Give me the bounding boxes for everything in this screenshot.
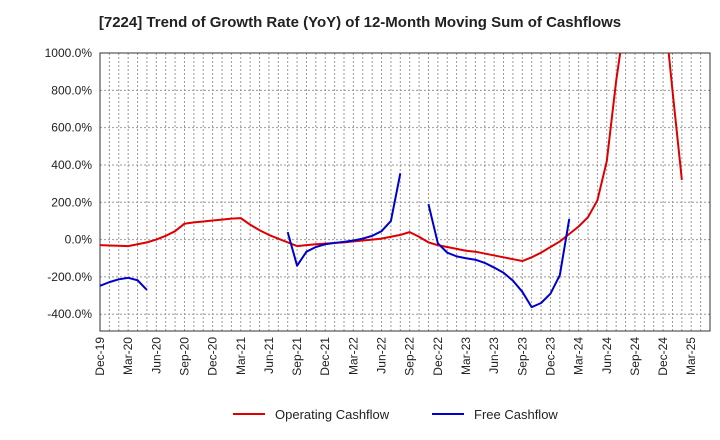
series-0: [100, 53, 683, 263]
x-tick-label: Dec-24: [656, 337, 670, 376]
y-tick-label: 200.0%: [51, 195, 92, 209]
y-tick-label: 400.0%: [51, 158, 92, 172]
legend: Operating Cashflow Free Cashflow: [233, 407, 558, 422]
x-tick-label: Mar-22: [346, 337, 360, 375]
grid-layer: [99, 52, 711, 331]
series-line-segment: [427, 203, 571, 309]
legend-label: Operating Cashflow: [275, 407, 390, 422]
x-tick-label: Mar-23: [459, 337, 473, 375]
plot-frame: [99, 52, 711, 332]
y-tick-label: -400.0%: [47, 307, 92, 321]
x-tick-label: Sep-20: [177, 337, 191, 376]
x-tick-label: Jun-21: [262, 337, 276, 374]
x-tick-label: Sep-22: [403, 337, 417, 376]
x-tick-label: Sep-21: [290, 337, 304, 376]
series-layer: [100, 53, 683, 309]
x-tick-label: Dec-22: [431, 337, 445, 376]
series-line-segment: [100, 53, 683, 263]
y-tick-label: 0.0%: [65, 233, 93, 247]
x-tick-label: Dec-20: [206, 337, 220, 376]
x-tick-label: Mar-21: [234, 337, 248, 375]
chart-title: [7224] Trend of Growth Rate (YoY) of 12-…: [98, 14, 622, 31]
x-tick-label: Jun-23: [487, 337, 501, 374]
x-tick-label: Mar-20: [121, 337, 135, 375]
y-tick-label: 600.0%: [51, 121, 92, 135]
y-tick-label: 800.0%: [51, 83, 92, 97]
x-tick-label: Jun-20: [149, 337, 163, 374]
axis-layer: 1000.0% 800.0% 600.0% 400.0% 200.0% 0.0% -200.…: [45, 46, 711, 376]
series-1: [100, 173, 571, 309]
x-tick-label: Sep-24: [628, 337, 642, 376]
y-tick-label: 1000.0%: [45, 46, 93, 60]
x-tick-label: Jun-22: [375, 337, 389, 374]
legend-label: Free Cashflow: [474, 407, 558, 422]
x-tick-label: Jun-24: [600, 337, 614, 374]
x-tick-label: Dec-23: [543, 337, 557, 376]
series-line-segment: [286, 173, 402, 267]
series-line-segment: [100, 276, 148, 291]
x-tick-label: Mar-24: [572, 337, 586, 375]
x-tick-label: Dec-21: [318, 337, 332, 376]
x-tick-label: Dec-19: [93, 337, 107, 376]
x-tick-label: Mar-25: [684, 337, 698, 375]
y-tick-label: -200.0%: [47, 270, 92, 284]
x-tick-label: Sep-23: [515, 337, 529, 376]
